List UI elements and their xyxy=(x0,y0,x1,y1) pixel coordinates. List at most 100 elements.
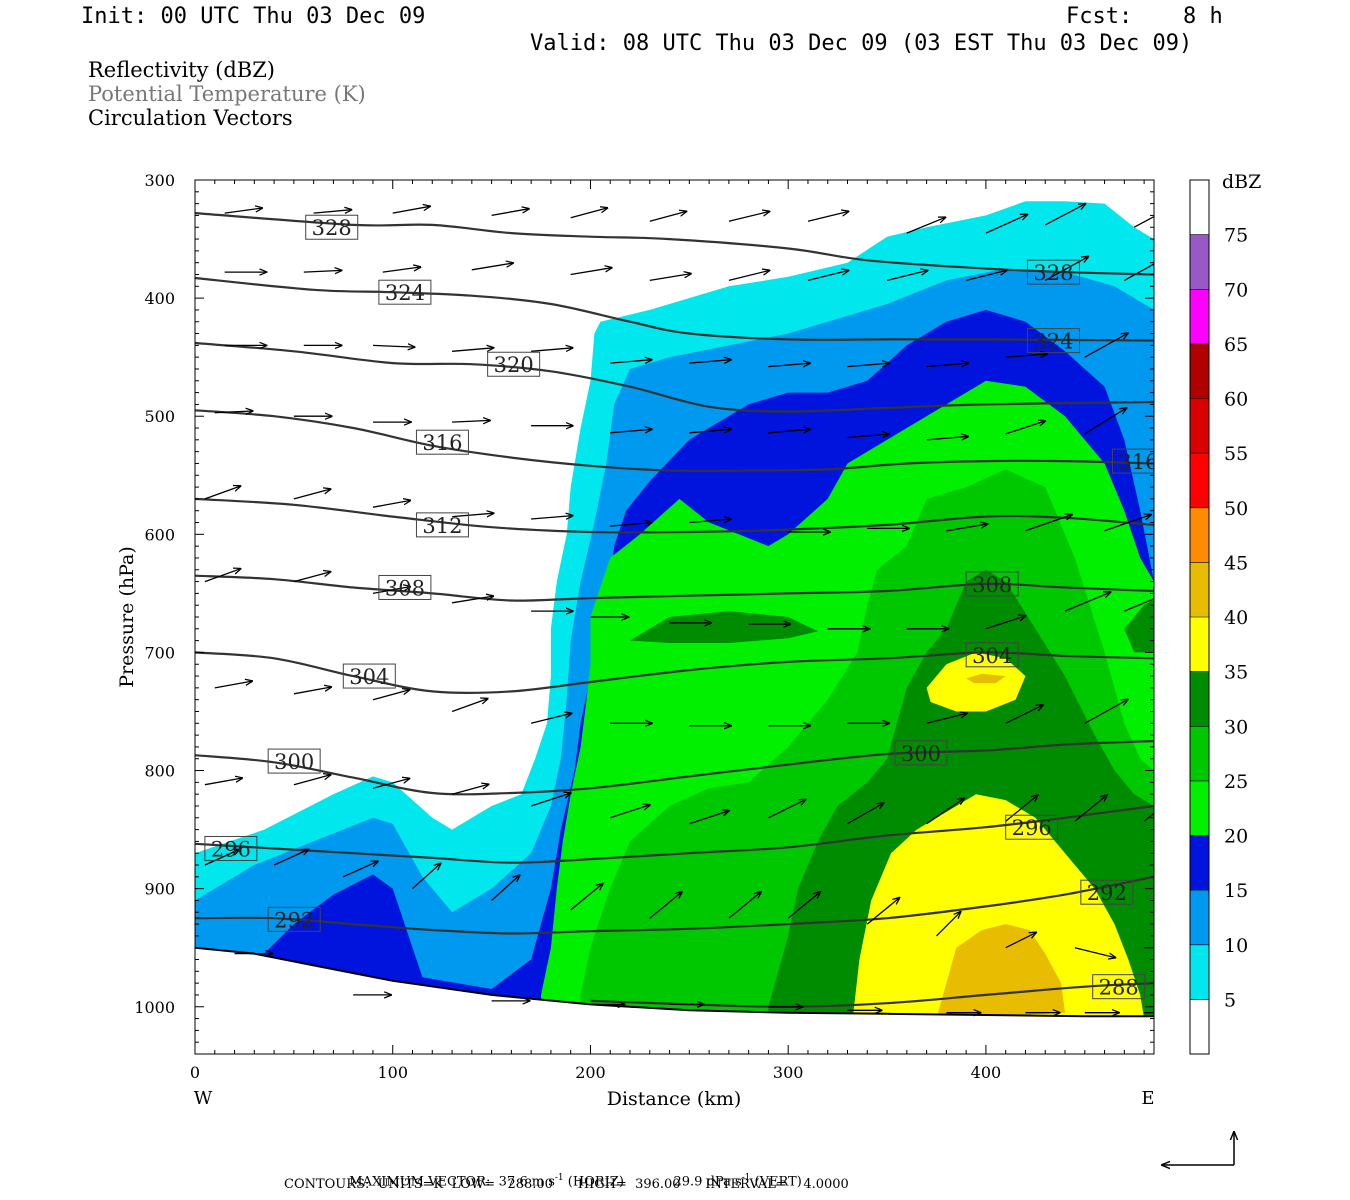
theta-label-box xyxy=(1026,259,1080,285)
below-ground-mask xyxy=(195,947,1154,1054)
theta-label-box xyxy=(1092,974,1146,1000)
max-vector-label: MAXIMUM VECTOR: xyxy=(349,1174,491,1190)
vector-arrow-8 xyxy=(906,217,946,234)
forecast-hour: 8 h xyxy=(1183,4,1223,29)
legend-circulation-vectors: Circulation Vectors xyxy=(88,106,293,130)
vector-arrow-82 xyxy=(926,713,968,724)
x-end-label-east: E xyxy=(1141,1088,1154,1109)
vector-arrow-73 xyxy=(214,681,252,689)
theta-label-box xyxy=(342,663,396,689)
vector-arrow-32 xyxy=(847,363,890,366)
theta-label-text: 308 xyxy=(972,573,1012,597)
theta-label-box xyxy=(1111,448,1154,474)
x-tick-label: 0 xyxy=(190,1063,200,1082)
colorbar-label: 75 xyxy=(1224,225,1248,247)
vector-arrow-94 xyxy=(926,798,965,825)
x-tick-label: 300 xyxy=(773,1063,804,1082)
theta-label-text: 300 xyxy=(901,742,941,766)
legend-reflectivity: Reflectivity (dBZ) xyxy=(88,58,276,82)
vector-arrow-16 xyxy=(570,268,612,276)
contour-info: CONTOURS: UNITS=K LOW= 288.00 HIGH= 396.… xyxy=(284,1177,849,1192)
vector-arrow-103 xyxy=(570,883,603,911)
vector-arrow-31 xyxy=(768,363,810,366)
vector-arrow-21 xyxy=(966,270,1007,282)
vector-arrow-51 xyxy=(452,513,494,516)
theta-label-box xyxy=(378,279,432,305)
theta-label-box xyxy=(415,429,469,455)
vector-arrow-101 xyxy=(412,863,441,890)
horiz-max-value: 37.6 m s xyxy=(498,1174,555,1190)
vector-arrow-85 xyxy=(204,778,242,786)
vector-arrow-72 xyxy=(1124,598,1154,612)
theta-label-box xyxy=(1005,814,1059,840)
theta-label-320-0: 320 xyxy=(487,351,541,377)
colorbar-swatch-4 xyxy=(1190,780,1209,836)
horiz-exponent: -1 xyxy=(554,1173,564,1183)
theta-label-296-1: 296 xyxy=(1005,814,1059,840)
vector-arrow-43 xyxy=(768,429,810,433)
vert-max-value: 29.9 dPa s xyxy=(673,1174,742,1190)
vector-arrow-92 xyxy=(768,799,806,819)
theta-contour-312 xyxy=(195,497,1154,534)
colorbar: 5 10 15 20 25 30 35 40 45 50 55 60 65 70 75 dBZ xyxy=(1189,171,1261,1055)
theta-label-text: 316 xyxy=(422,431,462,455)
colorbar-label: 45 xyxy=(1224,552,1248,574)
vector-arrow-91 xyxy=(689,811,729,825)
theta-label-box xyxy=(965,642,1019,668)
vector-arrow-28 xyxy=(531,348,573,352)
vector-arrow-102 xyxy=(491,875,520,901)
theta-label-text: 296 xyxy=(211,837,251,861)
colorbar-swatch-6 xyxy=(1190,671,1209,727)
vector-arrow-22 xyxy=(1044,257,1088,281)
theta-label-text: 296 xyxy=(1012,816,1052,840)
colorbar-label: 5 xyxy=(1224,989,1236,1011)
colorbar-label: 35 xyxy=(1224,662,1248,684)
colorbar-swatch-9 xyxy=(1190,507,1209,563)
theta-label-box xyxy=(305,214,359,240)
vector-arrow-35 xyxy=(1084,333,1128,358)
theta-label-box xyxy=(378,574,432,600)
theta-label-box xyxy=(267,906,321,932)
vector-arrow-93 xyxy=(847,803,884,825)
theta-label-312-0: 312 xyxy=(415,512,469,538)
theta-contour-320 xyxy=(195,341,1154,413)
vector-arrow-63 xyxy=(451,596,493,604)
vector-arrow-4 xyxy=(570,208,608,219)
y-axis-label: Pressure (hPa) xyxy=(116,546,138,688)
reflectivity-region-40dbz-10 xyxy=(936,924,1065,1019)
vector-arrow-39 xyxy=(452,420,490,422)
theta-label-324-1: 324 xyxy=(1026,328,1080,354)
vector-arrow-26 xyxy=(372,345,415,347)
vector-arrow-98 xyxy=(204,849,240,866)
vector-arrow-7 xyxy=(807,211,849,222)
theta-label-text: 304 xyxy=(972,644,1012,668)
vector-arrow-52 xyxy=(531,516,573,519)
colorbar-swatch-2 xyxy=(1190,890,1209,945)
colorbar-swatch-11 xyxy=(1190,398,1209,454)
theta-label-box xyxy=(1080,879,1134,905)
vector-arrow-58 xyxy=(1025,515,1073,532)
theta-label-text: 312 xyxy=(422,514,462,538)
colorbar-label: 65 xyxy=(1224,334,1248,356)
vector-arrow-19 xyxy=(807,270,849,282)
colorbar-label: 60 xyxy=(1224,389,1248,411)
circulation-vectors xyxy=(204,204,1154,1013)
vector-arrow-0 xyxy=(224,208,263,214)
init-time: Init: 00 UTC Thu 03 Dec 09 xyxy=(81,4,426,29)
vector-arrow-42 xyxy=(689,429,731,433)
theta-label-292-0: 292 xyxy=(267,906,321,932)
vector-arrow-70 xyxy=(985,616,1026,630)
theta-label-text: 324 xyxy=(385,281,425,305)
vert-unit: (VERT) xyxy=(754,1174,802,1190)
vector-arrow-48 xyxy=(204,486,241,500)
vector-arrow-10 xyxy=(1044,204,1085,226)
vector-arrow-17 xyxy=(649,274,691,282)
reflectivity-region-35dbz-8 xyxy=(853,794,1145,1019)
vector-arrow-44 xyxy=(847,434,890,437)
colorbar-label: 10 xyxy=(1224,935,1248,957)
theta-label-296-0: 296 xyxy=(204,835,258,861)
vector-arrow-1 xyxy=(313,210,352,213)
vector-arrow-15 xyxy=(471,263,513,271)
vector-arrow-9 xyxy=(985,214,1028,234)
vector-arrow-96 xyxy=(1074,795,1107,822)
